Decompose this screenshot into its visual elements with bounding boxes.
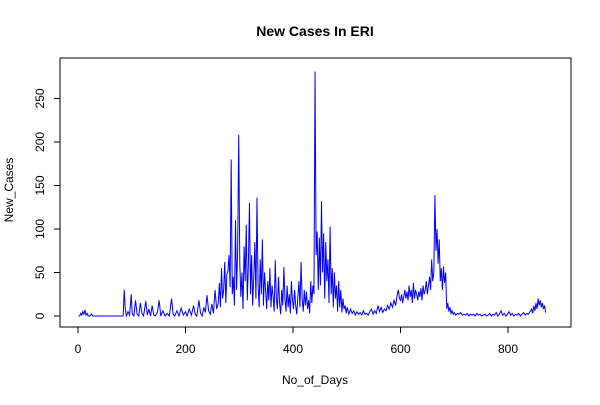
y-tick-label: 100 bbox=[33, 219, 47, 239]
series-line bbox=[78, 71, 547, 318]
x-tick-label: 400 bbox=[283, 342, 303, 356]
y-tick-label: 250 bbox=[33, 88, 47, 108]
y-tick-label: 50 bbox=[33, 265, 47, 279]
y-tick-label: 0 bbox=[33, 312, 47, 319]
chart-title: New Cases In ERI bbox=[256, 23, 374, 39]
x-tick-label: 800 bbox=[498, 342, 518, 356]
y-tick-label: 150 bbox=[33, 175, 47, 195]
y-axis: 0 50 100 150 200 250 bbox=[33, 88, 61, 319]
x-tick-label: 0 bbox=[75, 342, 82, 356]
x-tick-label: 200 bbox=[175, 342, 195, 356]
x-axis-label: No_of_Days bbox=[282, 373, 348, 387]
x-tick-label: 600 bbox=[390, 342, 410, 356]
y-axis-label: New_Cases bbox=[2, 158, 16, 223]
y-tick-label: 200 bbox=[33, 132, 47, 152]
x-axis: 0 200 400 600 800 bbox=[75, 326, 518, 356]
